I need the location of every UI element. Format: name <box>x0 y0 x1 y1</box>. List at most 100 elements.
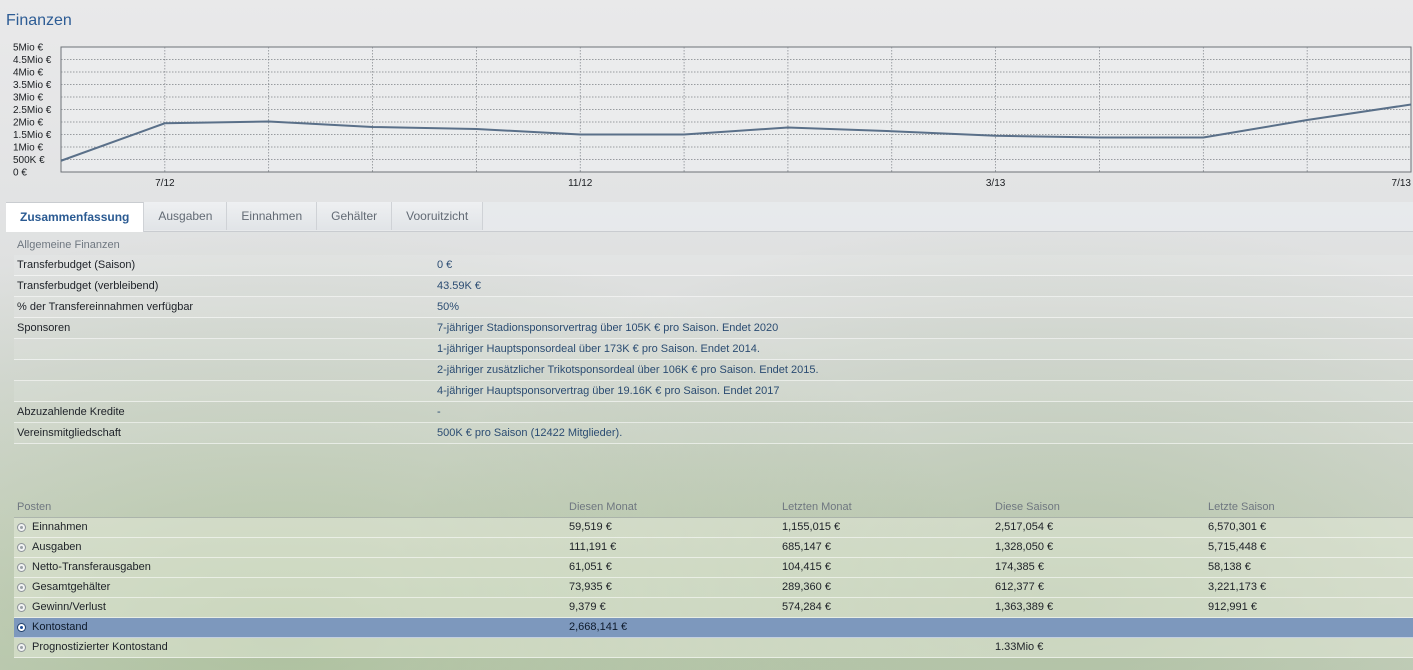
summary-label <box>14 381 437 401</box>
tab-vooruitzicht[interactable]: Vooruitzicht <box>392 202 484 230</box>
general-finances-panel: Allgemeine Finanzen Transferbudget (Sais… <box>14 236 1413 444</box>
table-cell <box>782 638 995 657</box>
table-cell <box>782 618 995 637</box>
table-header: Posten Diesen Monat Letzten Monat Diese Sai… <box>14 497 1413 518</box>
x-tick-label: 7/12 <box>155 178 175 189</box>
y-tick-label: 1Mio € <box>13 143 43 154</box>
table-cell: 612,377 € <box>995 581 1044 593</box>
radio-icon[interactable] <box>17 563 26 572</box>
table-cell: 59,519 € <box>569 521 612 533</box>
row-label-cell: Prognostizierter Kontostand <box>14 638 569 657</box>
tab-ausgaben[interactable]: Ausgaben <box>144 202 228 230</box>
radio-icon[interactable] <box>17 583 26 592</box>
tab-bar: Zusammenfassung Ausgaben Einnahmen Gehälter… <box>6 202 1413 232</box>
radio-icon[interactable] <box>17 623 26 632</box>
table-cell: 58,138 € <box>1208 561 1251 573</box>
table-row[interactable]: Netto-Transferausgaben 61,051 € 104,415 € 1… <box>14 558 1413 578</box>
summary-value: 0 € <box>437 259 453 271</box>
table-cell: 912,991 € <box>1208 601 1257 613</box>
table-row[interactable]: Prognostizierter Kontostand 1.33Mio € <box>14 638 1413 658</box>
table-cell: 1,328,050 € <box>995 541 1054 553</box>
table-row[interactable]: Gesamtgehälter 73,935 € 289,360 € 612,377 €… <box>14 578 1413 598</box>
summary-label <box>14 360 437 380</box>
table-row[interactable]: Ausgaben 111,191 € 685,147 € 1,328,050 € 5,7… <box>14 538 1413 558</box>
tab-einnahmen[interactable]: Einnahmen <box>227 202 318 230</box>
column-header[interactable]: Diesen Monat <box>569 501 637 513</box>
summary-label: Abzuzahlende Kredite <box>17 406 125 418</box>
row-label: Einnahmen <box>32 521 88 533</box>
table-cell: 685,147 € <box>782 541 831 553</box>
summary-label <box>14 339 437 359</box>
y-tick-label: 3.5Mio € <box>13 80 52 91</box>
summary-value: 43.59K € <box>437 280 482 292</box>
summary-label: % der Transfereinnahmen verfügbar <box>17 301 194 313</box>
y-tick-label: 2Mio € <box>13 118 43 129</box>
summary-value: 50% <box>437 301 460 313</box>
y-tick-label: 4Mio € <box>13 68 43 79</box>
x-tick-label: 7/13 <box>1392 178 1412 189</box>
table-cell: 174,385 € <box>995 561 1044 573</box>
y-tick-label: 1.5Mio € <box>13 130 52 141</box>
table-cell: 2,517,054 € <box>995 521 1054 533</box>
row-label: Ausgaben <box>32 541 82 553</box>
summary-row: 4-jähriger Hauptsponsorvertrag über 19.1… <box>14 381 1413 402</box>
table-body: Einnahmen 59,519 € 1,155,015 € 2,517,054 € 6… <box>14 518 1413 658</box>
column-header[interactable]: Posten <box>17 501 52 513</box>
summary-row: Abzuzahlende Kredite - <box>14 402 1413 423</box>
summary-row: 2-jähriger zusätzlicher Trikotsponsordea… <box>14 360 1413 381</box>
table-cell: 1.33Mio € <box>995 641 1044 653</box>
summary-value: 2-jähriger zusätzlicher Trikotsponsordea… <box>437 364 819 376</box>
column-header[interactable]: Letzte Saison <box>1208 501 1275 513</box>
table-cell: 2,668,141 € <box>569 621 628 633</box>
table-cell: 289,360 € <box>782 581 831 593</box>
summary-row: 1-jähriger Hauptsponsordeal über 173K € … <box>14 339 1413 360</box>
row-label: Gesamtgehälter <box>32 581 111 593</box>
summary-label: Transferbudget (Saison) <box>17 259 136 271</box>
y-tick-label: 3Mio € <box>13 93 43 104</box>
table-cell <box>1208 638 1408 657</box>
tab-geh-lter[interactable]: Gehälter <box>317 202 393 230</box>
y-tick-label: 2.5Mio € <box>13 105 52 116</box>
summary-row: % der Transfereinnahmen verfügbar 50% <box>14 297 1413 318</box>
table-row[interactable]: Kontostand 2,668,141 € <box>14 618 1413 638</box>
table-cell: 6,570,301 € <box>1208 521 1267 533</box>
radio-icon[interactable] <box>17 603 26 612</box>
summary-label: Transferbudget (verbleibend) <box>17 280 159 292</box>
summary-rows: Transferbudget (Saison) 0 € Transferbudget… <box>14 255 1413 444</box>
finance-table: Posten Diesen Monat Letzten Monat Diese Sai… <box>14 497 1413 658</box>
table-cell: 61,051 € <box>569 561 612 573</box>
row-label: Netto-Transferausgaben <box>32 561 151 573</box>
summary-label: Vereinsmitgliedschaft <box>17 427 121 439</box>
radio-icon[interactable] <box>17 543 26 552</box>
section-header: Allgemeine Finanzen <box>17 239 120 251</box>
y-tick-label: 500K € <box>13 155 45 166</box>
summary-row: Transferbudget (verbleibend) 43.59K € <box>14 276 1413 297</box>
table-row[interactable]: Gewinn/Verlust 9,379 € 574,284 € 1,363,389 … <box>14 598 1413 618</box>
summary-label: Sponsoren <box>17 322 71 334</box>
table-cell: 111,191 € <box>569 541 617 553</box>
table-row[interactable]: Einnahmen 59,519 € 1,155,015 € 2,517,054 € 6… <box>14 518 1413 538</box>
row-label-cell: Ausgaben <box>14 538 569 557</box>
summary-value: 1-jähriger Hauptsponsordeal über 173K € … <box>437 343 760 355</box>
balance-chart: 0 € 500K €1Mio € 1.5Mio €2Mio € 2.5Mio €3Mi… <box>13 43 1412 189</box>
summary-row: Sponsoren 7-jähriger Stadionsponsorvertra… <box>14 318 1413 339</box>
table-cell: 1,363,389 € <box>995 601 1054 613</box>
tab-zusammenfassung[interactable]: Zusammenfassung <box>6 202 145 232</box>
column-header[interactable]: Diese Saison <box>995 501 1060 513</box>
x-tick-label: 3/13 <box>986 178 1006 189</box>
row-label-cell: Gewinn/Verlust <box>14 598 569 617</box>
summary-row: Transferbudget (Saison) 0 € <box>14 255 1413 276</box>
radio-icon[interactable] <box>17 523 26 532</box>
radio-icon[interactable] <box>17 643 26 652</box>
table-cell: 574,284 € <box>782 601 831 613</box>
y-tick-label: 4.5Mio € <box>13 55 52 66</box>
table-cell: 9,379 € <box>569 601 606 613</box>
row-label: Prognostizierter Kontostand <box>32 641 168 653</box>
summary-row: Vereinsmitgliedschaft 500K € pro Saison (… <box>14 423 1413 444</box>
column-header[interactable]: Letzten Monat <box>782 501 852 513</box>
summary-value: - <box>437 406 441 418</box>
table-cell: 5,715,448 € <box>1208 541 1267 553</box>
summary-value: 500K € pro Saison (12422 Mitglieder). <box>437 427 623 439</box>
row-label-cell: Kontostand <box>14 618 569 637</box>
